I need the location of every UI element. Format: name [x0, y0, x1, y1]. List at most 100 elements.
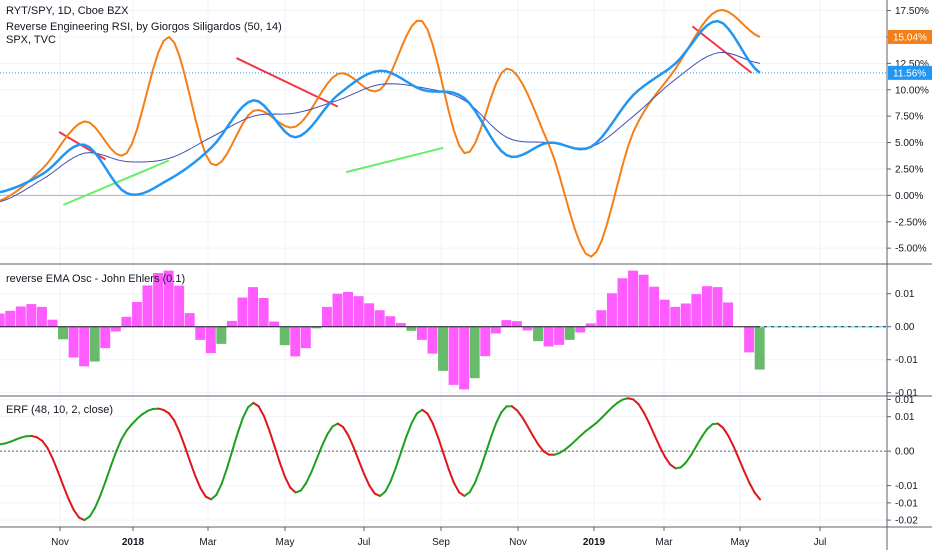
- erf-segment: [368, 484, 376, 495]
- erf-segment: [716, 422, 725, 429]
- x-tick-label-6: Nov: [509, 537, 527, 548]
- last-value-tags: 15.04% 11.56%: [888, 29, 932, 80]
- oscillator-histogram: [0, 270, 765, 390]
- osc-bar: [670, 306, 681, 327]
- osc-bar: [395, 322, 406, 327]
- erf-segment: [600, 411, 608, 419]
- osc-bar: [269, 321, 280, 327]
- erf-tick-label: 0.00: [895, 447, 915, 458]
- erf-tick-label: 0.01: [895, 395, 915, 406]
- erf-segment: [115, 438, 123, 453]
- erf-tick-label: -0.01: [895, 498, 918, 509]
- erf-segment: [225, 449, 234, 470]
- x-tick-label-10: Jul: [814, 537, 827, 548]
- osc-tick-label: -0.01: [895, 355, 918, 366]
- erf-segment: [62, 484, 70, 501]
- erf-segment: [183, 445, 191, 463]
- osc-bar: [205, 326, 216, 354]
- erf-segment: [410, 412, 418, 424]
- compare-legend[interactable]: SPX, TVC: [6, 34, 56, 46]
- osc-bar: [659, 299, 670, 327]
- main-pane[interactable]: [0, 9, 887, 258]
- erf-segment: [532, 435, 540, 446]
- x-tick-label-7: 2019: [583, 537, 606, 548]
- erf-tick-label: 0.01: [895, 412, 915, 423]
- ma-series-line[interactable]: [0, 51, 761, 203]
- erf-segment: [136, 413, 144, 420]
- main-tick-label: -5.00%: [895, 244, 927, 255]
- erf-segment: [268, 428, 276, 447]
- erf-segment: [215, 482, 223, 496]
- osc-bar: [226, 320, 237, 327]
- erf-segment: [447, 467, 455, 484]
- osc-bar: [153, 273, 164, 327]
- osc-bar: [744, 326, 755, 353]
- erf-segment: [210, 493, 218, 501]
- osc-bar: [596, 310, 607, 327]
- erf-segment: [284, 475, 292, 489]
- erf-segment: [109, 450, 118, 468]
- osc-bar: [47, 319, 58, 327]
- osc-bar: [406, 326, 417, 331]
- erf-segment: [299, 482, 308, 492]
- erf-segment: [437, 436, 445, 455]
- erf-segment: [41, 439, 49, 449]
- x-tick-label-2: Mar: [199, 537, 217, 548]
- erf-segment: [120, 429, 128, 441]
- time-axis-labels: Nov 2018 Mar May Jul Sep Nov 2019 Mar May Jul: [51, 527, 826, 548]
- osc-bar: [89, 326, 100, 362]
- erf-segment: [326, 425, 334, 436]
- erf-segment: [542, 450, 550, 456]
- erf-segment: [685, 453, 693, 464]
- indicator-legend[interactable]: Reverse Engineering RSI, by Giorgos Sili…: [6, 21, 282, 33]
- erf-series[interactable]: [0, 397, 761, 522]
- osc-bar: [691, 294, 702, 327]
- erf-segment: [700, 427, 709, 438]
- trendline-4: [345, 146, 444, 174]
- osc-bar: [79, 326, 90, 367]
- erf-segment: [637, 403, 645, 414]
- erf-tick-label: -0.02: [895, 516, 918, 527]
- erf-segment: [400, 435, 408, 454]
- erf-segment: [94, 494, 102, 509]
- erf-segment: [252, 401, 260, 408]
- spx-series-line[interactable]: [0, 9, 761, 258]
- osc-bar: [174, 285, 185, 327]
- osc-bar: [321, 306, 332, 327]
- osc-bar: [543, 326, 554, 347]
- erf-segment: [130, 417, 139, 426]
- erf-segment: [99, 480, 107, 497]
- erf-segment: [510, 405, 519, 412]
- osc-bar: [374, 310, 385, 327]
- erf-pane[interactable]: [0, 397, 887, 522]
- oscillator-legend[interactable]: reverse EMA Osc - John Ehlers (0.1): [6, 273, 185, 285]
- osc-bar: [364, 303, 375, 327]
- osc-tick-label: 0.00: [895, 322, 915, 333]
- erf-segment: [442, 452, 450, 470]
- erf-segment: [273, 444, 281, 464]
- x-tick-label-9: May: [731, 537, 750, 548]
- erf-legend[interactable]: ERF (48, 10, 2, close): [6, 404, 113, 416]
- main-tick-label: 0.00%: [895, 191, 923, 202]
- erf-segment: [463, 491, 471, 497]
- erf-segment: [125, 423, 133, 432]
- erf-segment: [342, 425, 350, 437]
- symbol-title[interactable]: RYT/SPY, 1D, Cboe BZX: [6, 5, 129, 17]
- osc-bar: [5, 310, 16, 327]
- osc-bar: [469, 326, 480, 379]
- x-tick-label-8: Mar: [655, 537, 673, 548]
- price-series-line[interactable]: [0, 19, 761, 196]
- osc-bar: [216, 326, 227, 344]
- osc-bar: [36, 306, 47, 327]
- oscillator-pane[interactable]: [0, 270, 887, 390]
- erf-segment: [415, 408, 424, 415]
- erf-segment: [262, 414, 271, 431]
- osc-bar: [385, 316, 396, 327]
- erf-segment: [495, 411, 503, 425]
- osc-bar: [680, 303, 691, 327]
- erf-segment: [194, 474, 202, 490]
- erf-segment: [516, 409, 524, 419]
- erf-segment: [605, 406, 614, 414]
- osc-bar: [585, 323, 596, 327]
